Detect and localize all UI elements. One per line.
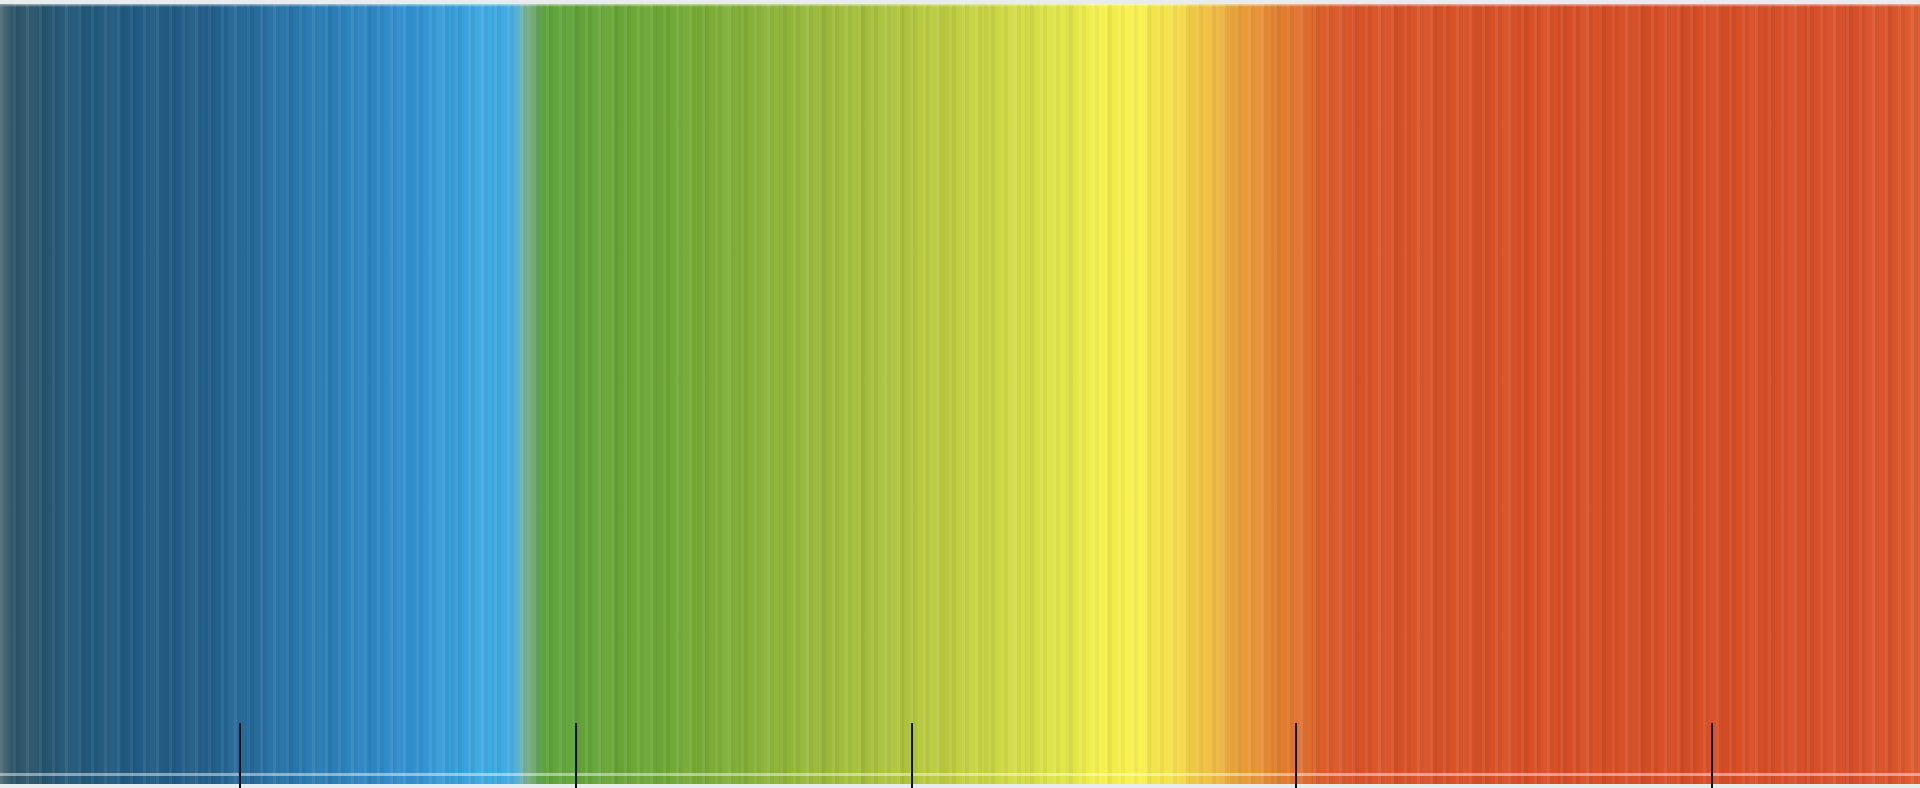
color-spectrum-strip bbox=[0, 4, 1920, 784]
top-highlight bbox=[0, 4, 1920, 7]
green-band bbox=[515, 4, 545, 784]
tick-mark bbox=[239, 723, 241, 788]
bottom-highlight bbox=[0, 773, 1920, 776]
tick-mark bbox=[575, 723, 577, 788]
orange-band bbox=[1170, 4, 1340, 784]
yellow-band bbox=[1100, 4, 1170, 784]
tick-mark bbox=[911, 723, 913, 788]
tick-mark bbox=[1711, 723, 1713, 788]
blue-band bbox=[200, 4, 515, 784]
yellow-green-band bbox=[545, 4, 1100, 784]
left-shade bbox=[0, 4, 14, 784]
dark-blue-band bbox=[0, 4, 200, 784]
red-orange-band bbox=[1340, 4, 1920, 784]
tick-mark bbox=[1295, 723, 1297, 788]
